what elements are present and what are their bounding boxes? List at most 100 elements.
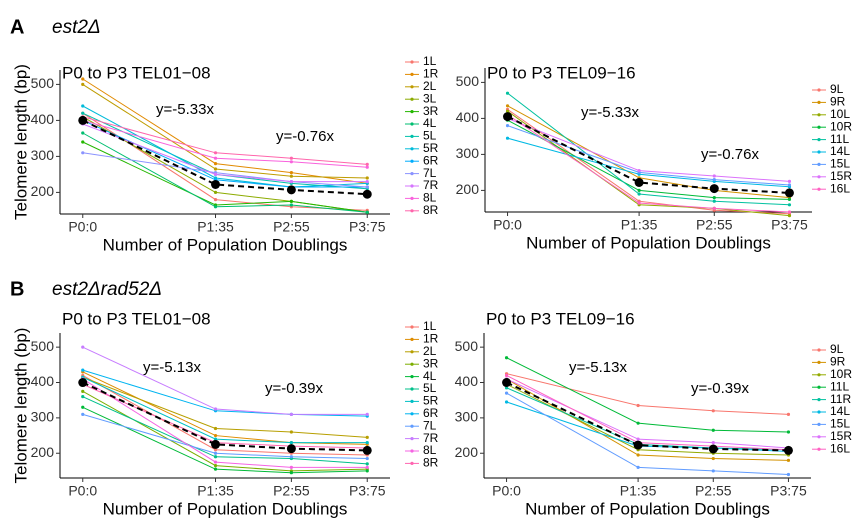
mean-line-point bbox=[783, 445, 793, 455]
legend-swatch-dot bbox=[817, 113, 821, 117]
line-point bbox=[213, 460, 218, 464]
line bbox=[82, 83, 368, 179]
line-point bbox=[289, 180, 293, 184]
line-point bbox=[505, 124, 510, 128]
legend-label: 2L bbox=[423, 79, 437, 93]
chart-title: P0 to P3 TEL01−08 bbox=[62, 63, 211, 82]
mean-line-point bbox=[784, 188, 794, 198]
line-point bbox=[637, 169, 641, 173]
mean-line bbox=[506, 381, 789, 452]
legend-label: 3R bbox=[423, 356, 439, 370]
legend-label: 4L bbox=[423, 369, 437, 383]
legend-swatch-dot bbox=[410, 375, 414, 379]
legend-label: 4L bbox=[423, 116, 437, 130]
y-tick-label: 300 bbox=[456, 145, 480, 161]
line-point bbox=[289, 156, 293, 160]
legend-swatch-dot bbox=[410, 97, 414, 101]
annotation: y=-5.33x bbox=[581, 104, 639, 121]
legend-swatch-dot bbox=[817, 360, 821, 364]
line-point bbox=[365, 456, 369, 461]
legend-label: 3R bbox=[423, 104, 439, 118]
line bbox=[82, 376, 368, 438]
legend-swatch-dot bbox=[410, 362, 414, 366]
line-point bbox=[711, 441, 715, 445]
x-tick-label: P0:0 bbox=[68, 483, 97, 499]
line bbox=[507, 117, 790, 182]
legend-swatch-dot bbox=[410, 60, 414, 64]
legend-swatch-dot bbox=[817, 410, 821, 414]
line bbox=[82, 396, 368, 465]
chart-title: P0 to P3 TEL09−16 bbox=[487, 63, 636, 82]
line-point bbox=[365, 180, 369, 184]
mean-line-point bbox=[211, 439, 221, 449]
legend-label: 5L bbox=[423, 129, 437, 143]
y-tick-label: 500 bbox=[455, 338, 479, 354]
legend-label: 9R bbox=[830, 355, 846, 369]
line-point bbox=[365, 412, 369, 416]
legend-label: 6R bbox=[423, 406, 439, 420]
y-tick-label: 400 bbox=[31, 111, 55, 127]
line-point bbox=[787, 210, 792, 214]
legend-swatch-dot bbox=[817, 422, 821, 426]
legend-swatch-dot bbox=[817, 385, 821, 389]
line bbox=[82, 413, 368, 460]
legend-label: 15R bbox=[830, 429, 852, 443]
legend-label: 10R bbox=[830, 119, 852, 133]
legend-swatch-dot bbox=[817, 398, 821, 402]
legend-swatch-dot bbox=[410, 72, 414, 76]
line-point bbox=[365, 185, 369, 189]
legend-label: 1L bbox=[423, 54, 437, 68]
line-point bbox=[213, 167, 218, 171]
line-point bbox=[81, 368, 85, 372]
legend-swatch-dot bbox=[410, 134, 414, 138]
line-point bbox=[787, 203, 792, 207]
line-point bbox=[637, 192, 641, 196]
y-tick-label: 300 bbox=[31, 147, 55, 163]
line-point bbox=[81, 389, 85, 393]
line-point bbox=[711, 469, 715, 473]
mean-line-point bbox=[633, 440, 643, 450]
line-point bbox=[636, 453, 640, 457]
line-point bbox=[213, 464, 218, 468]
line-point bbox=[786, 472, 791, 477]
line-point bbox=[505, 109, 510, 113]
line-point bbox=[365, 465, 369, 469]
line-point bbox=[787, 179, 792, 183]
legend-label: 14L bbox=[830, 404, 850, 418]
line-point bbox=[787, 214, 792, 218]
y-tick-label: 200 bbox=[456, 181, 480, 197]
x-tick-label: P2:55 bbox=[695, 483, 732, 499]
annotation: y=-0.76x bbox=[276, 128, 334, 145]
x-tick-label: P2:55 bbox=[696, 217, 733, 233]
x-tick-label: P1:35 bbox=[197, 219, 234, 235]
annotation: y=-0.76x bbox=[701, 146, 759, 163]
legend-swatch-dot bbox=[410, 209, 414, 213]
x-tick-label: P0:0 bbox=[492, 483, 521, 499]
line-point bbox=[505, 104, 510, 108]
legend-swatch-dot bbox=[410, 110, 414, 114]
line-point bbox=[81, 77, 85, 81]
legend-swatch-dot bbox=[817, 348, 821, 352]
legend-label: 3L bbox=[423, 91, 437, 105]
x-tick-label: P3:75 bbox=[770, 483, 807, 499]
legend-swatch-dot bbox=[410, 147, 414, 151]
legend-swatch-dot bbox=[817, 187, 821, 191]
line-point bbox=[81, 412, 85, 416]
line bbox=[82, 112, 368, 190]
line-point bbox=[213, 198, 218, 202]
line-point bbox=[213, 205, 218, 209]
line bbox=[506, 383, 789, 456]
y-tick-label: 300 bbox=[31, 409, 55, 425]
x-axis-title: Number of Population Doublings bbox=[103, 499, 348, 518]
line-point bbox=[289, 203, 293, 207]
legend-swatch-dot bbox=[817, 435, 821, 439]
line-point bbox=[365, 469, 369, 473]
legend-label: 1L bbox=[423, 319, 437, 333]
line-point bbox=[81, 140, 85, 144]
legend-label: 14L bbox=[830, 144, 850, 158]
legend-swatch-dot bbox=[410, 350, 414, 354]
line bbox=[82, 376, 368, 444]
legend-label: 8L bbox=[423, 191, 437, 205]
line-point bbox=[213, 451, 218, 455]
